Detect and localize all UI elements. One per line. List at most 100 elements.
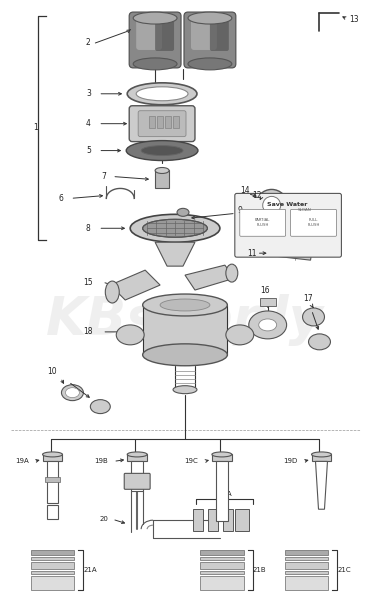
Bar: [285, 571, 328, 574]
Bar: [127, 454, 147, 462]
Bar: [285, 576, 328, 590]
Text: 13: 13: [349, 15, 359, 24]
Ellipse shape: [259, 319, 277, 331]
Ellipse shape: [143, 294, 227, 316]
Text: FULL
FLUSH: FULL FLUSH: [307, 218, 320, 227]
Ellipse shape: [143, 220, 207, 237]
FancyBboxPatch shape: [210, 17, 229, 51]
Text: 19D: 19D: [283, 459, 298, 465]
Ellipse shape: [249, 311, 287, 339]
Ellipse shape: [177, 208, 189, 217]
Bar: [157, 116, 163, 128]
FancyBboxPatch shape: [136, 16, 162, 50]
Ellipse shape: [226, 325, 254, 345]
Text: 7: 7: [101, 172, 106, 181]
Polygon shape: [143, 305, 227, 355]
FancyBboxPatch shape: [290, 209, 336, 236]
Polygon shape: [155, 242, 195, 266]
Text: 18: 18: [83, 327, 93, 336]
Ellipse shape: [130, 214, 220, 242]
Bar: [30, 557, 75, 560]
FancyBboxPatch shape: [138, 111, 186, 137]
Text: 10: 10: [48, 367, 57, 376]
Text: 5: 5: [86, 146, 91, 155]
Bar: [30, 562, 75, 569]
Bar: [285, 557, 328, 560]
FancyBboxPatch shape: [184, 12, 236, 68]
Ellipse shape: [43, 452, 62, 457]
Text: 19B: 19B: [95, 459, 108, 465]
Text: 9: 9: [237, 206, 242, 215]
Bar: [312, 454, 331, 462]
Bar: [200, 571, 244, 574]
Ellipse shape: [155, 168, 169, 174]
Bar: [223, 509, 233, 531]
Circle shape: [256, 189, 288, 221]
Bar: [285, 562, 328, 569]
Bar: [149, 116, 155, 128]
Text: 19A: 19A: [15, 459, 29, 465]
Ellipse shape: [309, 334, 331, 350]
Ellipse shape: [226, 264, 238, 282]
Ellipse shape: [160, 299, 210, 311]
Ellipse shape: [127, 452, 147, 457]
Bar: [43, 454, 62, 462]
Text: 14: 14: [240, 186, 250, 195]
Bar: [131, 462, 143, 491]
Bar: [285, 550, 328, 555]
Text: 21A: 21A: [83, 567, 97, 573]
FancyBboxPatch shape: [129, 106, 195, 142]
Bar: [200, 550, 244, 555]
Text: 8: 8: [86, 224, 91, 233]
Bar: [30, 576, 75, 590]
Bar: [200, 557, 244, 560]
Bar: [212, 454, 232, 462]
Bar: [260, 298, 276, 306]
Text: PARTIAL
FLUSH: PARTIAL FLUSH: [255, 218, 270, 227]
Text: 21A: 21A: [218, 491, 232, 497]
FancyBboxPatch shape: [240, 209, 286, 236]
Ellipse shape: [143, 344, 227, 366]
Ellipse shape: [62, 385, 83, 401]
FancyBboxPatch shape: [191, 16, 217, 50]
Ellipse shape: [127, 83, 197, 105]
Text: 16: 16: [260, 286, 269, 295]
Bar: [235, 509, 249, 531]
Ellipse shape: [188, 12, 232, 24]
Text: 21B: 21B: [253, 567, 266, 573]
Text: 2: 2: [86, 39, 91, 47]
Text: 4: 4: [86, 119, 91, 128]
Text: 17: 17: [303, 293, 312, 302]
Bar: [46, 462, 59, 503]
Ellipse shape: [116, 325, 144, 345]
Ellipse shape: [212, 452, 232, 457]
Ellipse shape: [133, 58, 177, 70]
Bar: [30, 550, 75, 555]
Bar: [200, 576, 244, 590]
Ellipse shape: [105, 281, 119, 303]
FancyBboxPatch shape: [155, 17, 174, 51]
Text: 21C: 21C: [338, 567, 351, 573]
Text: 11: 11: [247, 249, 256, 258]
Bar: [173, 116, 179, 128]
Circle shape: [263, 197, 280, 214]
Ellipse shape: [188, 58, 232, 70]
Bar: [216, 462, 228, 521]
Bar: [30, 571, 75, 574]
Polygon shape: [185, 265, 235, 290]
Text: 3: 3: [86, 90, 91, 98]
Text: SLOAN: SLOAN: [298, 208, 311, 212]
FancyBboxPatch shape: [129, 12, 181, 68]
Ellipse shape: [133, 12, 177, 24]
Bar: [165, 116, 171, 128]
Ellipse shape: [141, 146, 183, 155]
Bar: [46, 505, 59, 519]
Text: 1: 1: [33, 123, 38, 132]
Text: Save Water: Save Water: [267, 202, 308, 207]
FancyBboxPatch shape: [235, 194, 341, 257]
Text: 12: 12: [252, 191, 262, 200]
Text: 15: 15: [83, 278, 93, 287]
Ellipse shape: [65, 388, 79, 397]
Bar: [208, 509, 218, 531]
Polygon shape: [110, 270, 160, 300]
